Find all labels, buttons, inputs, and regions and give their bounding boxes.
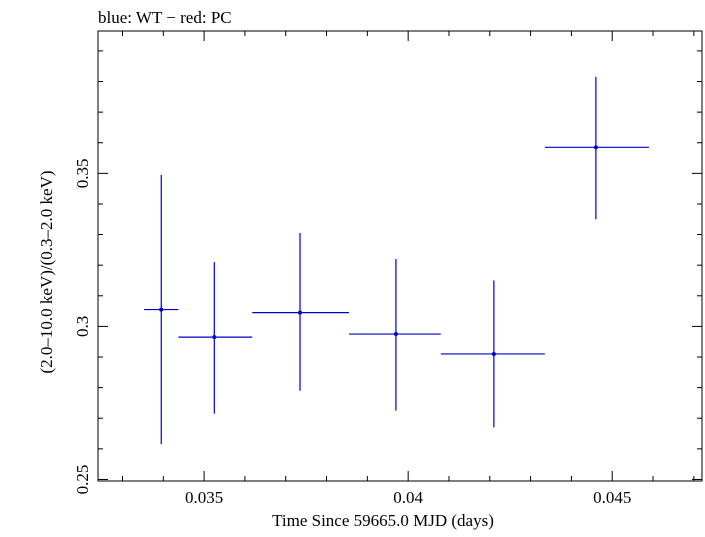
x-tick-label: 0.04 <box>393 488 423 507</box>
data-point <box>544 76 649 220</box>
y-tick-label: 0.35 <box>73 158 92 188</box>
y-axis-label: (2.0–10.0 keV)/(0.3–2.0 keV) <box>37 170 56 373</box>
chart-title: blue: WT − red: PC <box>98 8 232 27</box>
y-tick-label: 0.25 <box>73 465 92 495</box>
point-marker <box>593 145 598 150</box>
x-tick-label: 0.035 <box>185 488 223 507</box>
data-point <box>252 233 349 391</box>
data-point <box>178 262 253 414</box>
plot-frame <box>97 30 703 482</box>
point-marker <box>298 310 303 315</box>
x-tick-labels: 0.035 0.04 0.045 <box>185 488 631 507</box>
data-point <box>348 259 441 411</box>
point-marker <box>159 307 164 312</box>
data-point <box>440 280 545 428</box>
y-tick-labels: 0.25 0.3 0.35 <box>73 158 92 494</box>
point-marker <box>212 335 217 340</box>
point-marker <box>491 351 496 356</box>
y-tick-label: 0.3 <box>73 316 92 337</box>
axis-ticks <box>98 31 702 481</box>
point-marker <box>393 332 398 337</box>
x-axis-label: Time Since 59665.0 MJD (days) <box>272 511 494 530</box>
x-tick-label: 0.045 <box>593 488 631 507</box>
data-point <box>144 174 179 445</box>
data-points <box>144 76 649 445</box>
